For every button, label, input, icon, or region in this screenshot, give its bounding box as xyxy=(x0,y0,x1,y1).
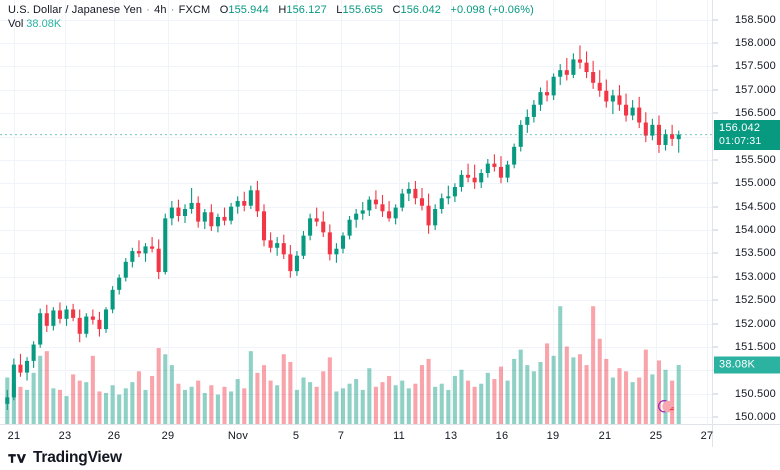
time-tick-label: 5 xyxy=(292,430,300,442)
price-tick-mark xyxy=(713,206,718,208)
price-tick-mark xyxy=(713,346,718,348)
price-tick-label: 154.500 xyxy=(734,200,776,213)
price-tick-label: 158.000 xyxy=(734,37,776,50)
price-tick-mark xyxy=(713,89,718,91)
price-tick-mark xyxy=(713,182,718,184)
time-tick-label: 21 xyxy=(7,430,21,442)
volume-badge[interactable]: 38.08K xyxy=(714,356,780,374)
price-tick-mark xyxy=(713,323,718,324)
time-tick-label: 23 xyxy=(58,430,72,442)
axis-corner-divider xyxy=(712,425,713,447)
tradingview-logo-icon xyxy=(8,453,27,463)
time-tick-label: 11 xyxy=(393,430,405,442)
price-tick-label: 152.500 xyxy=(734,294,776,307)
price-tick-label: 157.500 xyxy=(734,60,776,73)
price-tick-label: 155.000 xyxy=(734,177,776,190)
time-tick-label: 25 xyxy=(649,430,663,442)
price-tick-label: 154.000 xyxy=(734,224,776,237)
time-tick-label: 7 xyxy=(337,430,345,442)
time-tick-label: 21 xyxy=(598,430,612,442)
time-tick-label: 27 xyxy=(700,430,714,442)
price-tick-mark xyxy=(713,42,718,44)
time-tick-label: 26 xyxy=(107,430,121,442)
price-tick-label: 153.000 xyxy=(734,270,776,283)
time-tick-label: 19 xyxy=(546,430,560,442)
price-tick-label: 151.500 xyxy=(734,340,776,353)
last-price-value: 156.042 xyxy=(719,121,761,134)
last-price-badge[interactable]: 156.042 01:07:31 xyxy=(714,119,780,150)
price-tick-mark xyxy=(713,416,718,418)
price-tick-label: 150.000 xyxy=(734,410,776,423)
price-tick-mark xyxy=(713,252,718,254)
time-tick-label: 29 xyxy=(161,430,175,442)
price-tick-label: 155.500 xyxy=(734,153,776,166)
price-tick-mark xyxy=(713,65,718,67)
chart-plot-area[interactable] xyxy=(0,0,712,424)
price-axis[interactable]: 158.500 158.000 157.500 157.000 156.500 155.5… xyxy=(712,0,780,424)
price-tick-mark xyxy=(713,276,718,278)
time-tick-label: 13 xyxy=(444,430,458,442)
price-tick-mark xyxy=(713,393,718,395)
price-tick-mark xyxy=(713,229,718,231)
price-tick-mark xyxy=(713,299,718,301)
price-tick-label: 156.500 xyxy=(734,107,776,120)
price-tick-mark xyxy=(713,19,718,21)
time-axis[interactable]: 21 23 26 29 Nov 5 7 11 13 16 19 21 25 27 xyxy=(0,424,780,447)
price-tick-label: 157.000 xyxy=(734,83,776,96)
bar-countdown: 01:07:31 xyxy=(719,134,762,147)
price-tick-mark xyxy=(713,159,718,161)
time-tick-label: Nov xyxy=(227,430,249,442)
price-tick-mark xyxy=(713,112,718,114)
price-tick-label: 152.000 xyxy=(734,317,776,330)
tradingview-brand-text: TradingView xyxy=(33,449,122,466)
chart-gridlines xyxy=(0,0,712,424)
price-tick-label: 153.500 xyxy=(734,247,776,260)
us-flag-event-marker[interactable] xyxy=(656,396,676,416)
time-tick-label: 16 xyxy=(495,430,509,442)
last-price-line xyxy=(0,134,712,136)
candlestick-series xyxy=(5,45,681,424)
price-tick-label: 150.500 xyxy=(734,387,776,400)
tradingview-watermark: TradingView xyxy=(8,448,122,468)
price-tick-label: 158.500 xyxy=(734,13,776,26)
